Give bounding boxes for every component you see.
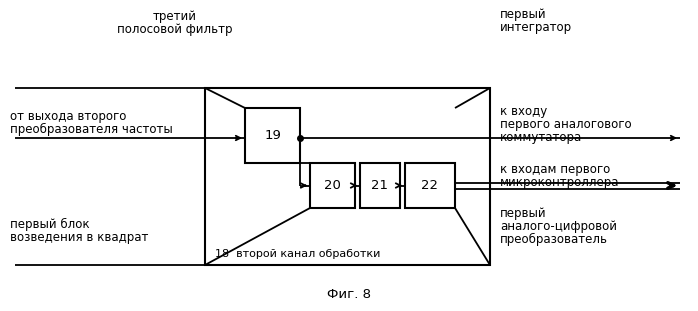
Text: первый: первый [500, 8, 547, 21]
Text: 19: 19 [264, 129, 281, 142]
Text: от выхода второго: от выхода второго [10, 110, 126, 123]
Text: к входу: к входу [500, 105, 547, 118]
Text: 22: 22 [422, 179, 438, 192]
Text: интегратор: интегратор [500, 21, 572, 34]
Text: 18  второй канал обработки: 18 второй канал обработки [215, 249, 380, 259]
Text: к входам первого: к входам первого [500, 163, 610, 176]
Text: аналого-цифровой: аналого-цифровой [500, 220, 617, 233]
Text: полосовой фильтр: полосовой фильтр [117, 23, 232, 36]
Text: третий: третий [153, 10, 197, 23]
Text: первого аналогового: первого аналогового [500, 118, 632, 131]
Bar [245, 108, 300, 163]
Text: микроконтроллера: микроконтроллера [500, 176, 620, 189]
Text: коммутатора: коммутатора [500, 131, 582, 144]
Bar [205, 88, 490, 265]
Text: 20: 20 [324, 179, 341, 192]
Bar [360, 163, 400, 208]
Text: первый: первый [500, 207, 547, 220]
Bar [405, 163, 455, 208]
Bar [310, 163, 355, 208]
Text: преобразователь: преобразователь [500, 233, 608, 246]
Text: 21: 21 [371, 179, 389, 192]
Text: преобразователя частоты: преобразователя частоты [10, 123, 172, 136]
Text: Фиг. 8: Фиг. 8 [327, 288, 371, 301]
Text: первый блок: первый блок [10, 218, 89, 231]
Text: возведения в квадрат: возведения в квадрат [10, 231, 149, 244]
